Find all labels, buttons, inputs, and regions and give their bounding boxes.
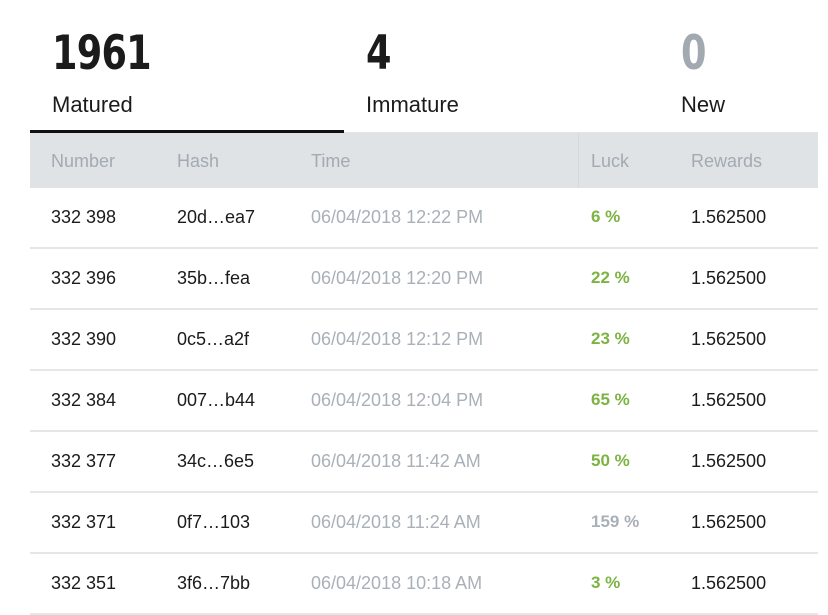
blocks-table: Number Hash Time Luck Rewards 332 398 20d…: [30, 133, 818, 615]
block-luck: 65 %: [591, 390, 630, 409]
block-reward: 1.562500: [691, 329, 767, 349]
block-status-tabs: 1961 Matured 4 Immature 0 New: [30, 0, 818, 133]
block-time: 06/04/2018 12:20 PM: [311, 268, 484, 288]
header-separator: [578, 133, 579, 188]
new-count: 0: [681, 26, 707, 81]
table-header: Number Hash Time Luck Rewards: [30, 133, 818, 188]
block-luck: 6 %: [591, 207, 621, 226]
block-reward: 1.562500: [691, 451, 767, 471]
block-time: 06/04/2018 12:04 PM: [311, 390, 484, 410]
block-luck: 22 %: [591, 268, 630, 287]
table-row[interactable]: 332 384 007…b44 06/04/2018 12:04 PM 65 % 1.5…: [30, 371, 818, 432]
block-luck: 50 %: [591, 451, 630, 470]
header-number[interactable]: Number: [51, 151, 116, 171]
block-reward: 1.562500: [691, 207, 767, 227]
block-hash[interactable]: 34c…6e5: [177, 451, 255, 471]
block-hash[interactable]: 3f6…7bb: [177, 573, 251, 593]
tab-immature[interactable]: 4 Immature: [344, 0, 584, 133]
block-number: 332 384: [51, 390, 117, 410]
block-number: 332 390: [51, 329, 117, 349]
block-hash[interactable]: 0c5…a2f: [177, 329, 250, 349]
matured-label: Matured: [52, 92, 133, 117]
table-row[interactable]: 332 371 0f7…103 06/04/2018 11:24 AM 159 % 1.…: [30, 493, 818, 554]
block-time: 06/04/2018 12:12 PM: [311, 329, 484, 349]
header-luck[interactable]: Luck: [591, 151, 630, 171]
immature-count: 4: [366, 26, 392, 81]
block-time: 06/04/2018 11:42 AM: [311, 451, 481, 471]
table-row[interactable]: 332 396 35b…fea 06/04/2018 12:20 PM 22 % 1.5…: [30, 249, 818, 310]
table-row[interactable]: 332 390 0c5…a2f 06/04/2018 12:12 PM 23 % 1.5…: [30, 310, 818, 371]
tab-matured[interactable]: 1961 Matured: [30, 0, 344, 133]
block-luck: 23 %: [591, 329, 630, 348]
block-number: 332 371: [51, 512, 117, 532]
block-number: 332 398: [51, 207, 117, 227]
header-rewards[interactable]: Rewards: [691, 151, 763, 171]
block-time: 06/04/2018 11:24 AM: [311, 512, 481, 532]
table-row[interactable]: 332 377 34c…6e5 06/04/2018 11:42 AM 50 % 1.5…: [30, 432, 818, 493]
block-hash[interactable]: 0f7…103: [177, 512, 251, 532]
block-hash[interactable]: 007…b44: [177, 390, 256, 410]
immature-label: Immature: [366, 92, 459, 117]
block-reward: 1.562500: [691, 573, 767, 593]
tabs-divider: [344, 132, 818, 133]
block-hash[interactable]: 20d…ea7: [177, 207, 256, 227]
tab-new[interactable]: 0 New: [660, 0, 818, 133]
new-label: New: [681, 92, 726, 117]
block-number: 332 377: [51, 451, 117, 471]
block-hash[interactable]: 35b…fea: [177, 268, 251, 288]
block-luck: 3 %: [591, 573, 621, 592]
block-number: 332 396: [51, 268, 117, 288]
block-reward: 1.562500: [691, 390, 767, 410]
table-row[interactable]: 332 351 3f6…7bb 06/04/2018 10:18 AM 3 % 1.56…: [30, 554, 818, 615]
block-number: 332 351: [51, 573, 117, 593]
matured-count: 1961: [52, 26, 152, 81]
block-time: 06/04/2018 10:18 AM: [311, 573, 483, 593]
table-body: 332 398 20d…ea7 06/04/2018 12:22 PM 6 % 1.56…: [30, 188, 818, 615]
block-time: 06/04/2018 12:22 PM: [311, 207, 484, 227]
block-reward: 1.562500: [691, 268, 767, 288]
block-reward: 1.562500: [691, 512, 767, 532]
table-row[interactable]: 332 398 20d…ea7 06/04/2018 12:22 PM 6 % 1.56…: [30, 188, 818, 249]
block-luck: 159 %: [591, 512, 640, 531]
header-time[interactable]: Time: [311, 151, 351, 171]
header-hash[interactable]: Hash: [177, 151, 220, 171]
